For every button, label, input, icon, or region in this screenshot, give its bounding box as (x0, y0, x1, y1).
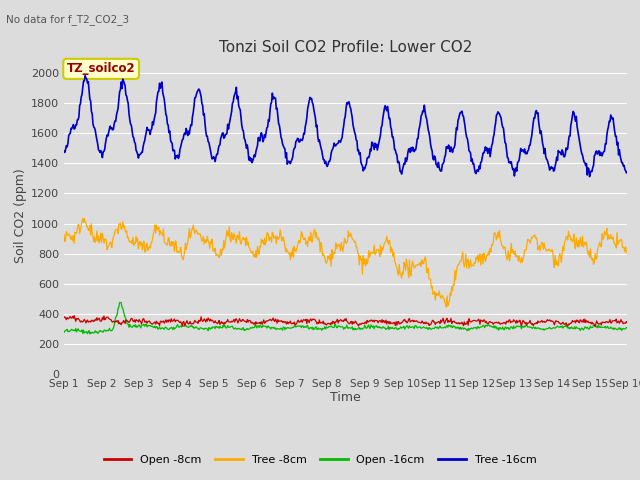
Text: No data for f_T2_CO2_3: No data for f_T2_CO2_3 (6, 14, 129, 25)
Legend: Open -8cm, Tree -8cm, Open -16cm, Tree -16cm: Open -8cm, Tree -8cm, Open -16cm, Tree -… (99, 451, 541, 469)
Title: Tonzi Soil CO2 Profile: Lower CO2: Tonzi Soil CO2 Profile: Lower CO2 (219, 40, 472, 55)
Text: TZ_soilco2: TZ_soilco2 (67, 62, 136, 75)
Y-axis label: Soil CO2 (ppm): Soil CO2 (ppm) (14, 168, 27, 264)
X-axis label: Time: Time (330, 391, 361, 404)
